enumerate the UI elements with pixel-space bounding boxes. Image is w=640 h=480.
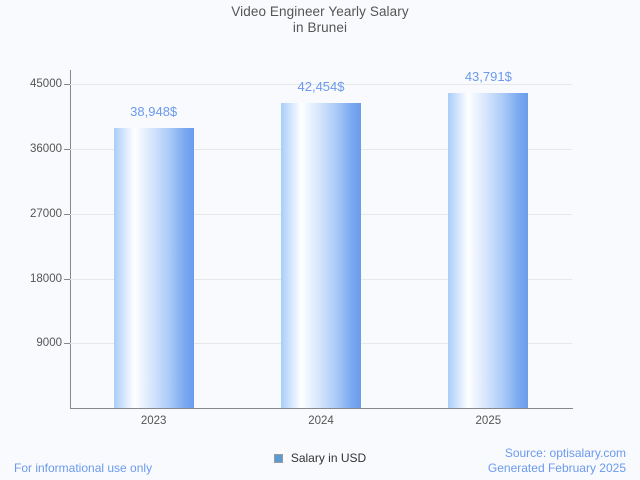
chart-title-line2: in Brunei — [292, 20, 348, 35]
chart-title-line1: Video Engineer Yearly Salary — [231, 4, 409, 19]
legend-label-salary-in-usd[interactable]: Salary in USD — [290, 451, 367, 465]
bar-value-label: 43,791$ — [464, 69, 512, 85]
y-axis-tick-mark — [64, 84, 70, 86]
x-axis-tick-label: 2024 — [308, 415, 334, 427]
chart-title: Video Engineer Yearly Salary in Brunei — [0, 4, 640, 36]
x-axis-tick-label: 2023 — [140, 415, 167, 427]
x-axis-line — [70, 408, 573, 409]
y-axis-tick-label: 45000 — [30, 78, 62, 91]
y-axis-tick-labels: 9000 18000 27000 36000 45000 — [0, 0, 62, 480]
bar[interactable] — [281, 102, 361, 408]
chart-legend: Salary in USD — [0, 451, 640, 465]
y-axis-tick-label: 18000 — [30, 272, 62, 285]
footer-generated: Generated February 2025 — [487, 461, 626, 475]
bar[interactable] — [113, 127, 194, 408]
y-axis-tick-label: 36000 — [30, 143, 62, 156]
bar-value-label: 38,948$ — [130, 103, 178, 119]
y-axis-tick-mark — [64, 343, 70, 345]
x-axis-tick-label: 2025 — [475, 415, 502, 427]
bar[interactable] — [448, 93, 529, 408]
y-axis-tick-mark — [64, 213, 70, 215]
y-axis-tick-mark — [64, 278, 70, 280]
footer-disclaimer: For informational use only — [14, 461, 153, 475]
footer-source-block: Source: optisalary.com Generated Februar… — [488, 446, 626, 476]
y-axis-line — [70, 70, 71, 409]
y-axis-tick-label: 9000 — [36, 337, 62, 350]
plot-area — [70, 70, 572, 408]
y-axis-tick-label: 27000 — [30, 207, 62, 220]
y-axis-tick-mark — [64, 149, 70, 151]
bar-value-label: 42,454$ — [297, 78, 345, 94]
legend-swatch-salary-in-usd[interactable] — [273, 453, 283, 463]
grid-line — [70, 84, 572, 86]
footer-source: Source: optisalary.com — [504, 446, 626, 460]
